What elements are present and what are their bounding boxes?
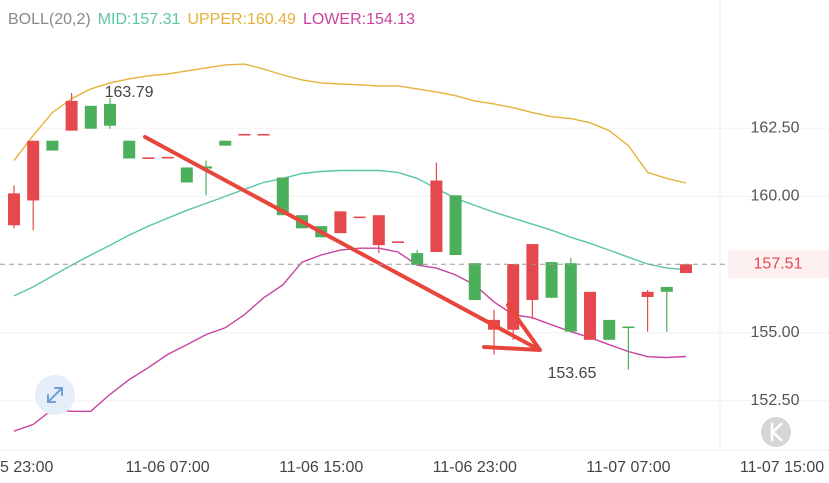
k-icon[interactable] xyxy=(770,422,783,442)
candle-body xyxy=(180,167,193,183)
candle-body xyxy=(564,263,577,332)
candle-body xyxy=(276,177,289,216)
indicator-label: BOLL(20,2) xyxy=(8,11,91,28)
x-tick-label: 11-07 15:00 xyxy=(740,459,824,476)
last-price-box xyxy=(728,250,829,279)
legend-entry: UPPER:160.49 xyxy=(187,11,296,28)
x-tick-label: 11-06 07:00 xyxy=(125,459,209,476)
y-tick-label: 152.50 xyxy=(751,392,800,409)
trend-arrow xyxy=(143,135,542,352)
candle-body xyxy=(372,215,385,246)
candle-body xyxy=(27,140,40,201)
candle-body xyxy=(238,133,251,136)
legend-entry: MID:157.31 xyxy=(98,11,181,28)
candle-body xyxy=(545,262,558,298)
candle-body xyxy=(142,157,155,159)
candle-body xyxy=(430,180,443,252)
y-tick-label: 155.00 xyxy=(751,324,800,341)
candle-body xyxy=(622,326,635,329)
candle-body xyxy=(468,263,481,300)
candle-body xyxy=(680,264,692,273)
candle-body xyxy=(257,133,270,136)
y-tick-label: 160.00 xyxy=(751,188,800,205)
candle-body xyxy=(603,319,616,340)
y-tick-label: 162.50 xyxy=(751,119,800,136)
candle-body xyxy=(641,291,654,297)
expand-icon[interactable] xyxy=(47,387,63,403)
x-tick-label: 11-07 07:00 xyxy=(586,459,670,476)
arrow-head xyxy=(482,303,542,352)
legend: BOLL(20,2) MID:157.31 UPPER:160.49 LOWER:15… xyxy=(8,11,415,28)
candle-body xyxy=(219,140,232,146)
k-button-bg[interactable] xyxy=(761,417,791,447)
grid xyxy=(0,127,829,402)
candle-body xyxy=(334,211,347,234)
legend-entry: LOWER:154.13 xyxy=(303,11,415,28)
x-tick-label: 11-06 23:00 xyxy=(433,459,517,476)
expand-button[interactable] xyxy=(35,375,75,415)
candle-body xyxy=(65,100,78,131)
candle-body xyxy=(353,216,366,219)
candle-body xyxy=(161,156,174,159)
x-tick-label: 5 23:00 xyxy=(0,459,53,476)
arrow-shaft xyxy=(143,135,538,350)
last-price-label: 157.51 xyxy=(754,255,803,272)
candle-body xyxy=(411,253,424,266)
candle-body xyxy=(526,244,539,300)
candle-body xyxy=(392,241,404,243)
candle-body xyxy=(84,105,97,129)
candle-body xyxy=(46,140,59,151)
candle-body xyxy=(200,166,212,169)
band-line xyxy=(13,63,687,184)
x-tick-label: 11-06 15:00 xyxy=(279,459,363,476)
candle-body xyxy=(660,286,673,292)
candle-body xyxy=(104,103,116,126)
candle-body xyxy=(8,193,20,226)
k-button[interactable] xyxy=(761,417,791,447)
band-line xyxy=(13,169,687,297)
candle-body xyxy=(584,291,596,340)
candle-body xyxy=(123,140,136,159)
candle-body xyxy=(449,195,462,255)
high-label: 163.79 xyxy=(105,84,154,101)
low-label: 153.65 xyxy=(547,365,596,382)
